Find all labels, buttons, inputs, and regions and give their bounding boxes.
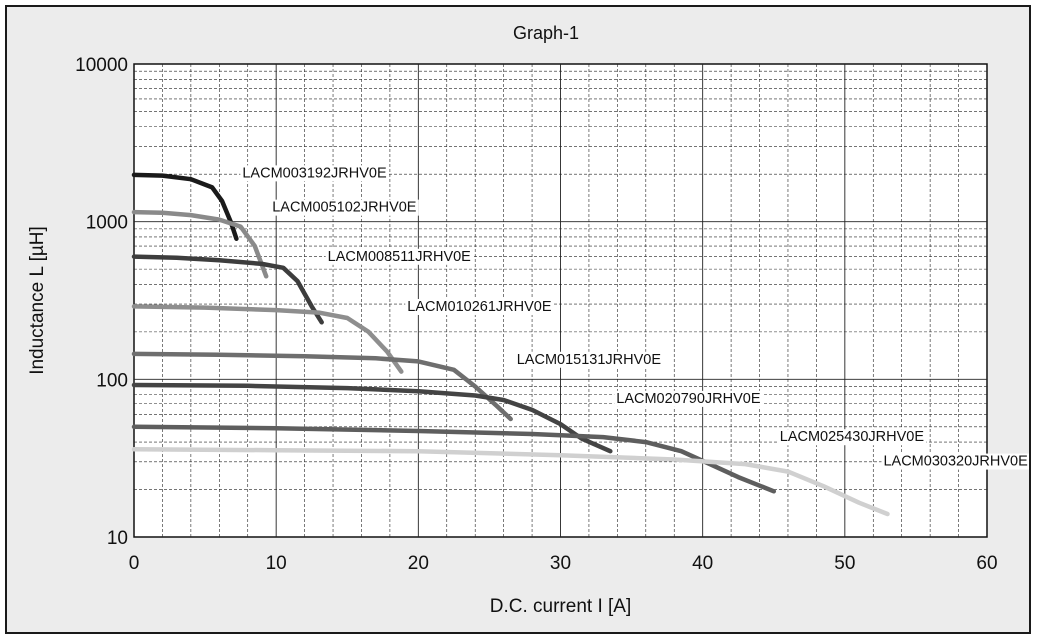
series-line	[131, 304, 404, 374]
series-label-bg	[614, 390, 763, 407]
series-line	[131, 209, 269, 279]
x-axis-label: D.C. current I [A]	[490, 596, 631, 617]
series-line	[131, 382, 613, 454]
series-group	[131, 172, 890, 517]
series-label: LACM010261JRHV0E	[407, 299, 552, 315]
series-line	[131, 254, 324, 325]
series-label-bg	[325, 248, 474, 265]
y-tick-label: 1000	[86, 213, 128, 234]
x-tick-label: 30	[550, 553, 571, 574]
series-label: LACM030320JRHV0E	[883, 454, 1028, 470]
series-label-bg	[240, 165, 389, 182]
chart-frame: LACM003192JRHV0E LACM005102JRHV0E LACM0085…	[5, 5, 1031, 634]
series-label-bg	[881, 453, 1029, 470]
series-label-bg	[514, 351, 664, 368]
series-label-bg	[270, 199, 419, 216]
chart-title: Graph-1	[513, 23, 579, 43]
x-tick-label: 40	[692, 553, 713, 574]
x-tick-label: 20	[408, 553, 429, 574]
chart-canvas: LACM003192JRHV0E LACM005102JRHV0E LACM0085…	[27, 23, 1029, 617]
series-label: LACM003192JRHV0E	[242, 165, 387, 181]
series-line	[131, 424, 777, 494]
series-labels: LACM003192JRHV0E LACM005102JRHV0E LACM0085…	[240, 165, 1029, 470]
series-label: LACM008511JRHV0E	[328, 249, 472, 265]
y-axis-label: Inductance L [µH]	[27, 226, 48, 375]
x-tick-label: 60	[976, 553, 997, 574]
y-tick-label: 100	[96, 370, 128, 391]
y-tick-label: 10	[107, 528, 128, 549]
series-label: LACM025430JRHV0E	[780, 429, 925, 445]
x-tick-label: 50	[834, 553, 855, 574]
series-label: LACM005102JRHV0E	[272, 200, 417, 216]
x-tick-label: 0	[129, 553, 140, 574]
series-label: LACM015131JRHV0E	[517, 352, 662, 368]
series-line	[131, 447, 890, 517]
series-label-bg	[405, 298, 554, 315]
series-label-bg	[777, 429, 927, 446]
series-label: LACM020790JRHV0E	[616, 391, 761, 407]
y-tick-label: 10000	[75, 55, 128, 76]
x-tick-label: 10	[266, 553, 287, 574]
